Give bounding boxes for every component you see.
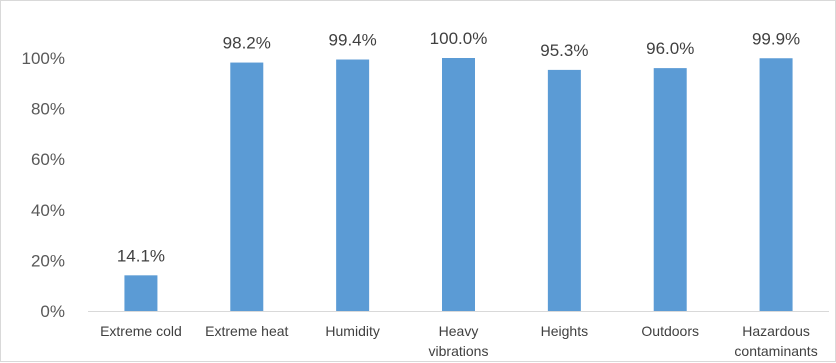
data-label: 96.0% [646,39,694,58]
category-label: Extreme cold [100,323,182,339]
y-tick-label: 80% [31,100,65,119]
bar [230,62,264,311]
y-tick-label: 20% [31,251,65,270]
category-label: Heights [541,323,588,339]
y-tick-label: 100% [22,49,65,68]
data-label: 99.4% [329,31,377,50]
bar [547,69,581,312]
data-label: 95.3% [540,41,588,60]
bar [336,59,370,311]
category-label: Extreme heat [205,323,288,339]
y-tick-label: 0% [40,302,65,321]
data-label: 99.9% [752,29,800,48]
y-tick-label: 40% [31,201,65,220]
category-label: Humidity [325,323,379,339]
bar [759,58,793,312]
bar [442,58,475,311]
category-label: Hazardous contaminants [734,323,817,359]
bar [653,68,687,312]
category-label: Heavy vibrations [429,323,489,359]
y-tick-label: 60% [31,150,65,169]
data-label: 14.1% [117,246,165,265]
bar [124,275,158,311]
data-label: 98.2% [223,34,271,53]
category-label: Outdoors [641,323,699,339]
data-label: 100.0% [430,29,488,48]
